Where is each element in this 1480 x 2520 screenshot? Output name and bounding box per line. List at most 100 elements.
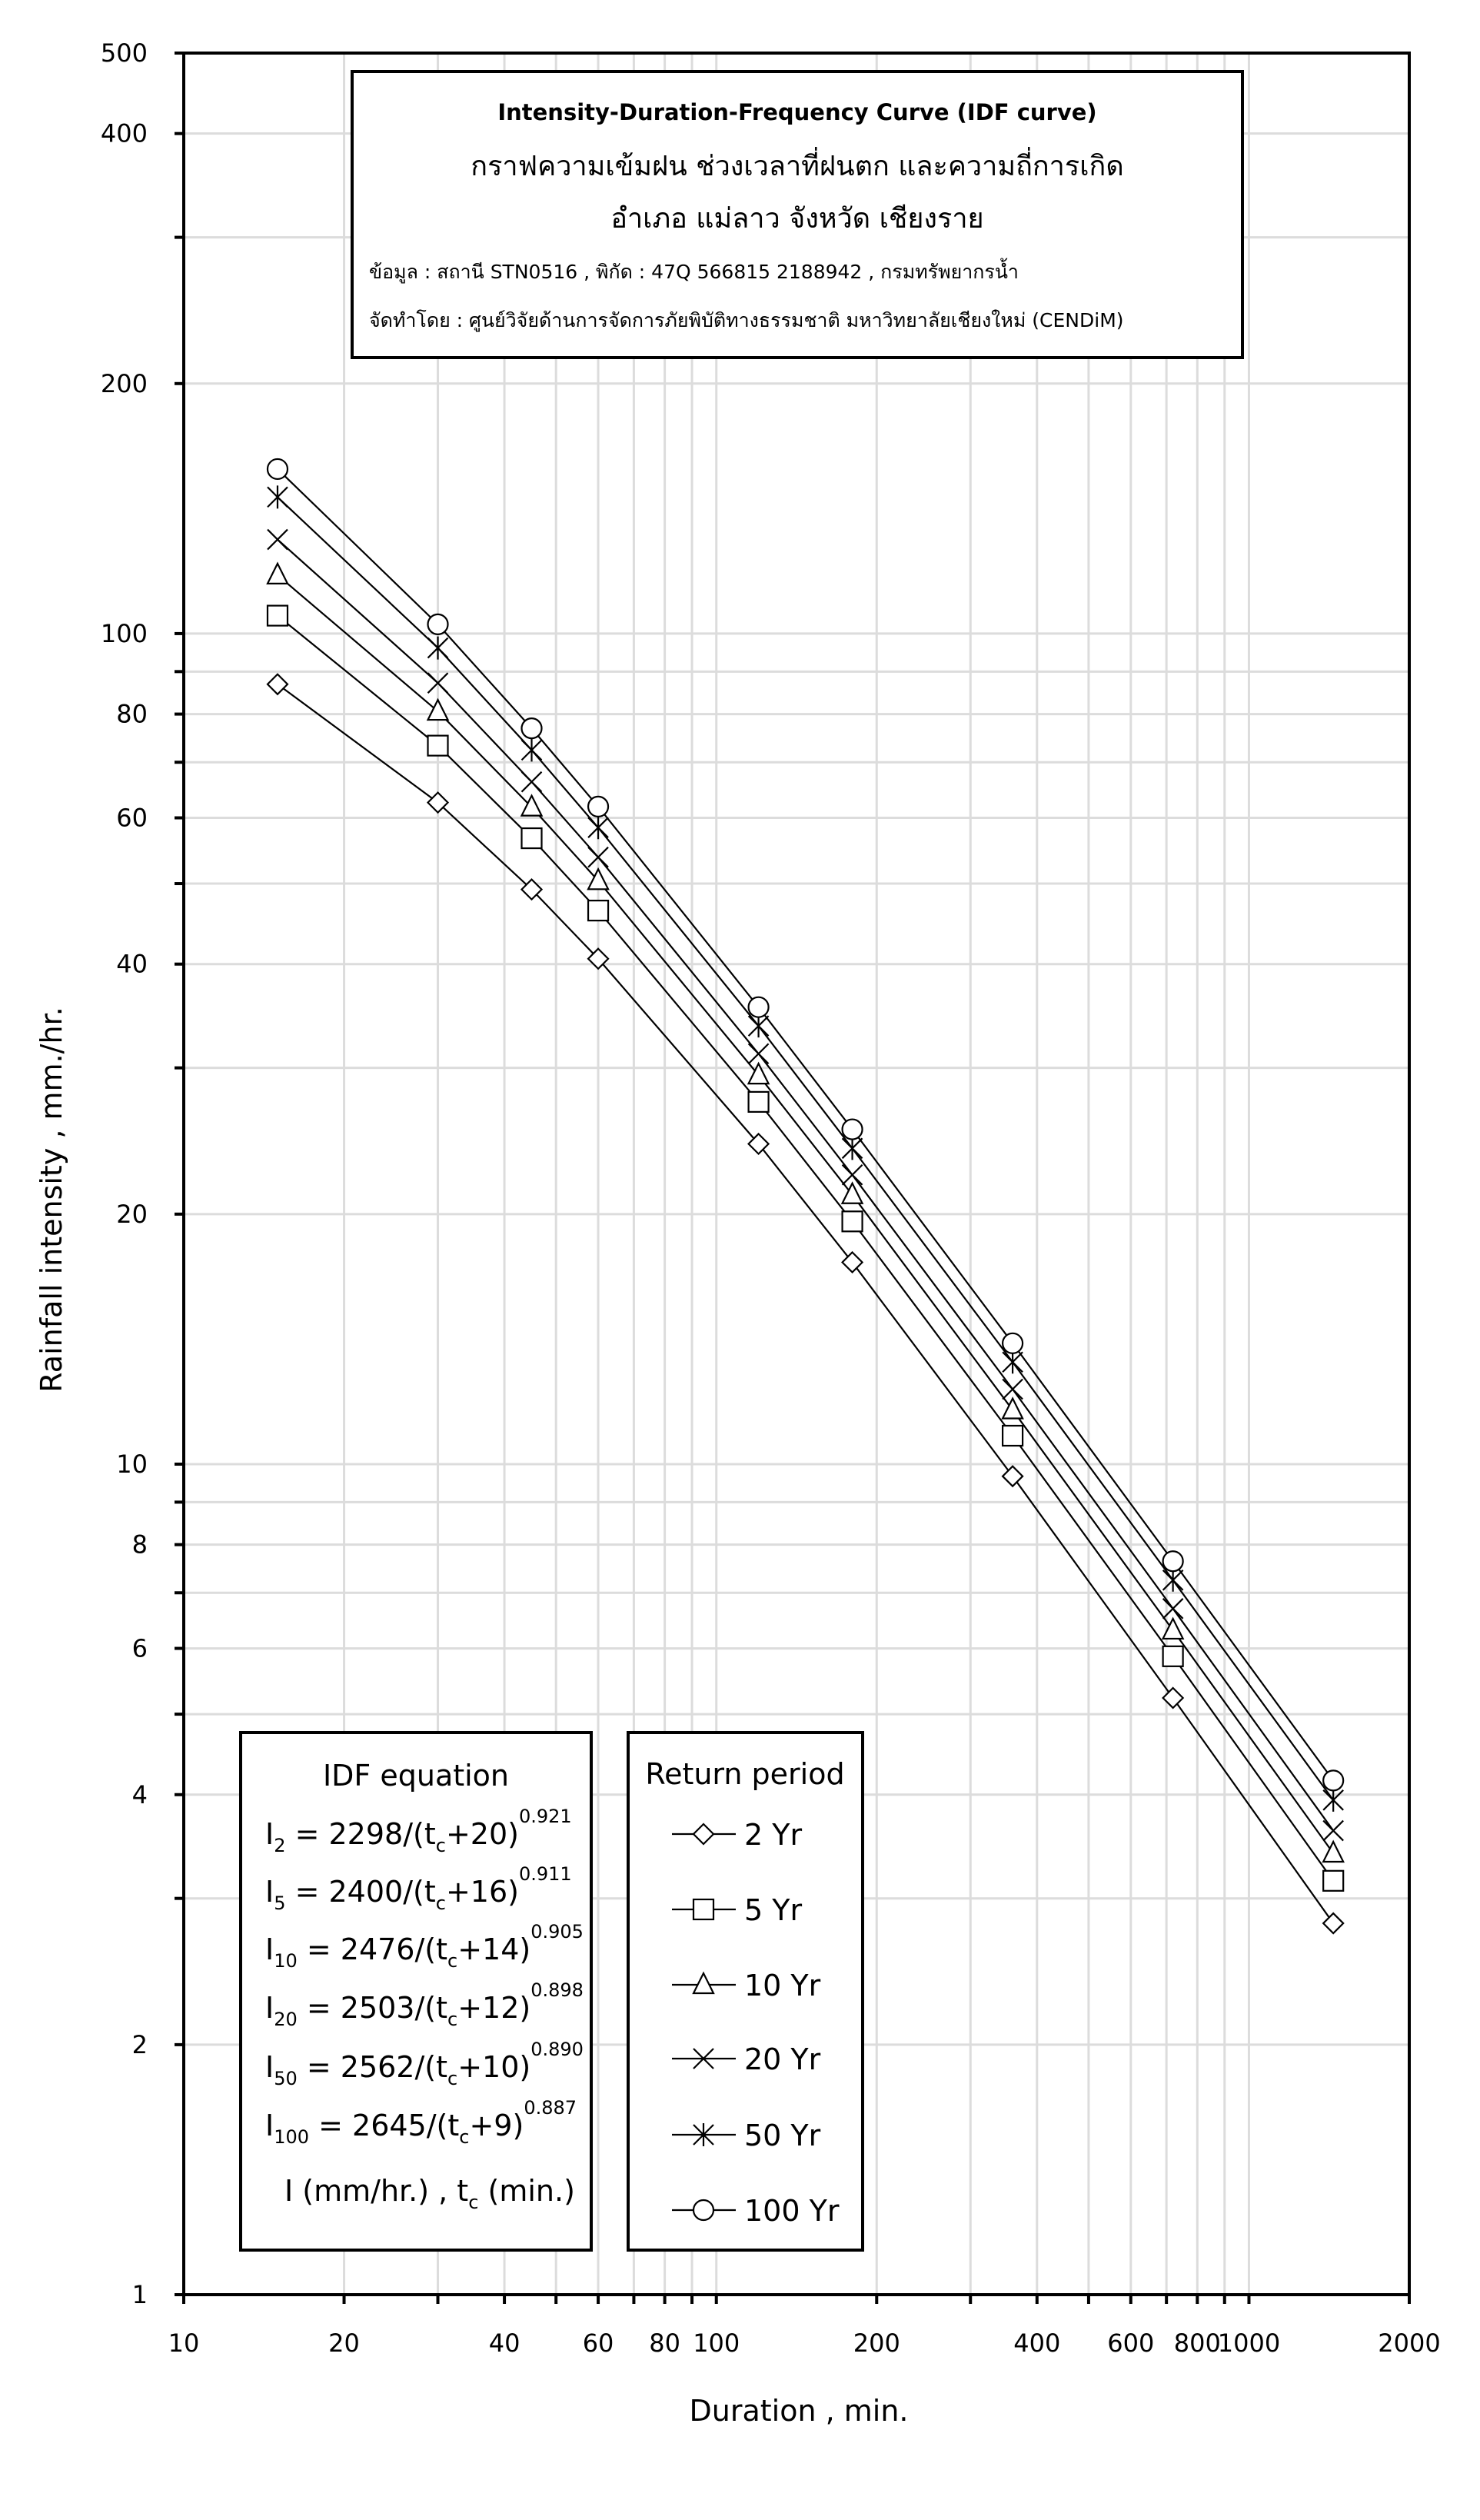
triangle-marker [1322, 1839, 1345, 1863]
equation-sub: 100 [274, 2126, 309, 2148]
diamond-marker [747, 1132, 770, 1156]
y-axis-title: Rainfall intensity , mm./hr. [35, 1007, 68, 1393]
legend-item: 50 Yr [672, 2119, 821, 2152]
legend-label: 100 Yr [744, 2194, 840, 2228]
title-box: Intensity-Duration-Frequency Curve (IDF … [351, 70, 1244, 359]
square-marker [841, 1210, 863, 1233]
circle-marker [841, 1118, 863, 1140]
diamond-marker [266, 673, 289, 696]
diamond-marker [520, 878, 544, 901]
idf-equation: I2 = 2298/(tc+20)0.921 [265, 1806, 572, 1856]
asterisk-marker [1162, 1568, 1184, 1592]
data-source: ข้อมูล : สถานี STN0516 , พิกัด : 47Q 566… [369, 258, 1019, 284]
legend-label: 10 Yr [744, 1969, 821, 2002]
idf-equation: I100 = 2645/(tc+9)0.887 [265, 2097, 577, 2148]
legend-label: 20 Yr [744, 2042, 821, 2076]
x-marker [427, 672, 449, 694]
x-tick-label: 20 [328, 2329, 360, 2358]
equation-I: I [265, 2109, 274, 2142]
asterisk-icon [693, 2123, 714, 2146]
y-tick-label: 40 [116, 950, 148, 979]
legend: Return period 2 Yr 5 Yr 10 Yr 20 Yr 50 Yr 100… [627, 1731, 864, 2252]
square-marker [1002, 1424, 1024, 1447]
y-tick-label: 6 [132, 1634, 148, 1663]
equation-exp: 0.887 [524, 2097, 577, 2119]
legend-label: 2 Yr [744, 1818, 802, 1852]
equation-tail: +16) [446, 1875, 519, 1909]
diamond-marker [426, 791, 450, 814]
equation-tsub: c [447, 1950, 457, 1972]
equation-body: = 2503/(t [298, 1991, 447, 2025]
x-tick-label: 200 [853, 2329, 900, 2358]
equation-tsub: c [436, 1892, 446, 1914]
x-tick-label: 800 [1174, 2329, 1221, 2358]
y-tick-label: 200 [101, 369, 148, 398]
circle-marker [266, 458, 289, 481]
triangle-marker [1161, 1616, 1185, 1640]
equation-tail: +10) [457, 2050, 530, 2084]
square-marker [1322, 1869, 1345, 1892]
circle-marker [587, 795, 610, 817]
triangle-marker [587, 867, 610, 890]
equation-I: I [265, 1817, 274, 1851]
x-tick-label: 40 [489, 2329, 520, 2358]
prepared-by: จัดทำโดย : ศูนย์วิจัยด้านการจัดการภัยพิบ… [369, 309, 1124, 332]
triangle-marker [426, 697, 450, 721]
triangle-marker [520, 794, 544, 817]
circle-marker [747, 996, 770, 1018]
equation-I: I [265, 1875, 274, 1909]
diamond-marker [1001, 1465, 1024, 1488]
equation-exp: 0.898 [530, 1979, 584, 2001]
circle-marker [1322, 1769, 1345, 1792]
series-line [277, 496, 1335, 1801]
y-tick-label: 100 [101, 619, 148, 648]
idf-equation: I5 = 2400/(tc+16)0.911 [265, 1863, 572, 1914]
equation-tsub: c [459, 2126, 469, 2148]
triangle-marker [266, 561, 289, 584]
equation-tail: +12) [457, 1991, 530, 2025]
equation-tsub: c [447, 2009, 457, 2030]
x-icon [693, 2048, 714, 2069]
circle-icon [692, 2199, 715, 2222]
square-marker [266, 604, 289, 627]
diamond-marker [587, 947, 610, 970]
circle-marker [520, 717, 543, 740]
x-tick-label: 600 [1107, 2329, 1154, 2358]
square-marker [1162, 1645, 1184, 1667]
legend-item: 5 Yr [672, 1893, 802, 1927]
asterisk-marker [1002, 1350, 1023, 1374]
y-tick-label: 20 [116, 1200, 148, 1229]
equation-tail: +20) [446, 1817, 519, 1851]
square-marker [587, 899, 610, 922]
asterisk-marker [267, 485, 288, 509]
circle-marker [1002, 1332, 1024, 1354]
asterisk-marker [747, 1014, 770, 1038]
series-100-yr [266, 458, 1345, 1792]
y-tick-label: 2 [132, 2030, 148, 2059]
y-tick-label: 500 [101, 38, 148, 68]
equation-I: I [265, 1932, 274, 1966]
equation-I: I [265, 2050, 274, 2084]
asterisk-marker [427, 636, 449, 660]
y-tick-label: 60 [116, 804, 148, 833]
series-50-yr [267, 485, 1344, 1812]
triangle-marker [840, 1181, 864, 1204]
y-tick-label: 4 [132, 1780, 148, 1809]
legend-item: 100 Yr [672, 2194, 840, 2228]
equation-I: I [265, 1991, 274, 2025]
square-icon [692, 1898, 715, 1921]
x-marker [747, 1043, 770, 1065]
idf-equation: I50 = 2562/(tc+10)0.890 [265, 2039, 584, 2089]
circle-marker [1162, 1550, 1184, 1573]
x-tick-label: 10 [168, 2329, 200, 2358]
triangle-marker [1001, 1396, 1024, 1420]
asterisk-marker [1322, 1788, 1344, 1812]
series-10-yr [266, 561, 1345, 1863]
equation-exp: 0.921 [519, 1806, 572, 1827]
equation-body: = 2400/(t [286, 1875, 436, 1909]
title-thai: กราฟความเข้มฝน ช่วงเวลาที่ฝนตก และความถี… [471, 147, 1123, 182]
x-tick-label: 100 [693, 2329, 740, 2358]
